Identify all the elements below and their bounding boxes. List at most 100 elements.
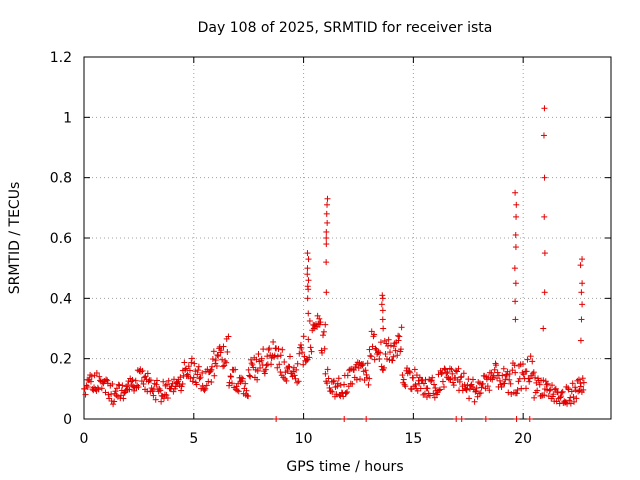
- data-point: [110, 401, 117, 408]
- data-point: [208, 363, 215, 370]
- data-point: [147, 377, 154, 384]
- data-point: [300, 361, 307, 368]
- data-point: [394, 352, 401, 359]
- data-point: [108, 397, 115, 404]
- data-point: [390, 353, 397, 360]
- grid-lines: [84, 57, 611, 419]
- data-point: [541, 250, 548, 257]
- data-point: [323, 228, 330, 235]
- data-point: [192, 368, 199, 375]
- data-point: [566, 397, 573, 404]
- data-point: [390, 343, 397, 350]
- data-points: [81, 105, 587, 422]
- data-point: [242, 380, 249, 387]
- data-point: [426, 392, 433, 399]
- data-point: [258, 355, 265, 362]
- data-point: [294, 379, 301, 386]
- x-axis-label: GPS time / hours: [286, 459, 403, 475]
- data-point: [283, 377, 290, 384]
- data-point: [266, 345, 273, 352]
- data-point: [368, 328, 375, 335]
- data-point: [379, 292, 386, 299]
- data-point: [188, 359, 195, 366]
- data-point: [389, 357, 396, 364]
- data-point: [380, 325, 387, 332]
- data-point: [327, 388, 334, 395]
- data-point: [428, 377, 435, 384]
- data-point: [410, 374, 417, 381]
- data-point: [472, 388, 479, 395]
- data-point: [424, 385, 431, 392]
- data-point: [546, 387, 553, 394]
- data-point: [575, 388, 582, 395]
- data-point: [399, 372, 406, 379]
- data-point: [292, 375, 299, 382]
- data-point: [568, 388, 575, 395]
- data-point: [527, 353, 534, 360]
- data-point: [84, 383, 91, 390]
- data-point: [363, 416, 370, 422]
- data-point: [449, 379, 456, 386]
- data-point: [493, 362, 500, 369]
- data-point: [414, 387, 421, 394]
- data-point: [305, 256, 312, 263]
- data-point: [218, 347, 225, 354]
- data-point: [132, 377, 139, 384]
- data-point: [556, 400, 563, 407]
- data-point: [261, 370, 268, 377]
- data-point: [330, 378, 337, 385]
- data-point: [109, 381, 116, 388]
- data-point: [453, 416, 460, 422]
- data-point: [203, 382, 210, 389]
- data-point: [384, 342, 391, 349]
- data-point: [540, 377, 547, 384]
- data-point: [440, 383, 447, 390]
- data-point: [323, 289, 330, 296]
- data-point: [271, 352, 278, 359]
- data-point: [534, 387, 541, 394]
- data-point: [506, 371, 513, 378]
- x-tick-label: 5: [189, 431, 198, 447]
- data-point: [579, 301, 586, 308]
- data-point: [306, 317, 313, 324]
- data-point: [202, 385, 209, 392]
- y-tick-label: 0.8: [50, 171, 72, 187]
- data-point: [195, 367, 202, 374]
- data-point: [153, 381, 160, 388]
- data-point: [526, 375, 533, 382]
- data-point: [377, 349, 384, 356]
- data-point: [489, 374, 496, 381]
- data-point: [519, 369, 526, 376]
- data-point: [466, 395, 473, 402]
- data-point: [104, 377, 111, 384]
- data-point: [573, 395, 580, 402]
- data-point: [279, 346, 286, 353]
- data-point: [437, 386, 444, 393]
- data-point: [209, 356, 216, 363]
- data-point: [427, 378, 434, 385]
- data-point: [294, 360, 301, 367]
- data-point: [580, 379, 587, 386]
- data-point: [325, 375, 332, 382]
- data-point: [322, 370, 329, 377]
- data-point: [430, 390, 437, 397]
- data-point: [471, 398, 478, 405]
- data-point: [541, 105, 548, 112]
- data-point: [438, 370, 445, 377]
- data-point: [93, 369, 100, 376]
- data-point: [88, 373, 95, 380]
- data-point: [210, 348, 217, 355]
- y-tick-label: 1: [63, 110, 72, 126]
- data-point: [486, 387, 493, 394]
- data-point: [291, 372, 298, 379]
- data-point: [477, 390, 484, 397]
- data-point: [501, 380, 508, 387]
- data-point: [165, 377, 172, 384]
- data-point: [448, 366, 455, 373]
- data-point: [513, 201, 520, 208]
- data-point: [158, 398, 165, 405]
- data-point: [140, 381, 147, 388]
- data-point: [467, 382, 474, 389]
- data-point: [400, 376, 407, 383]
- data-point: [577, 262, 584, 269]
